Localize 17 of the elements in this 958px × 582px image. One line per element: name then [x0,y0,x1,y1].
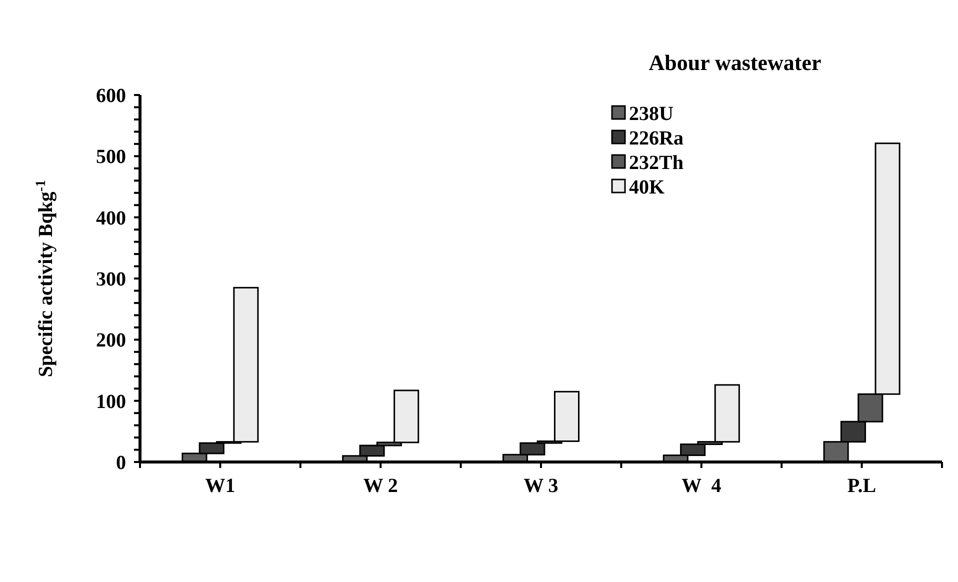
legend-label: 40K [629,176,665,198]
y-tick-label: 0 [116,452,126,474]
x-tick-label: W 3 [524,475,558,497]
legend-label: 226Ra [629,128,684,150]
x-tick-label: W 4 [682,475,722,497]
x-tick-label: P.L [847,475,876,497]
y-tick-label: 200 [96,330,126,352]
legend-label: 238U [629,103,674,125]
x-tick-label: W1 [205,475,236,497]
y-tick-label: 100 [96,390,126,413]
y-tick-label: 400 [96,207,126,230]
y-tick-label: 300 [96,268,126,290]
y-tick-label: 600 [96,85,126,107]
chart-title: Abour wastewater [648,50,822,75]
y-tick-label: 500 [96,146,126,168]
x-tick-label: W 2 [363,475,398,497]
legend-label: 232Th [629,152,684,174]
